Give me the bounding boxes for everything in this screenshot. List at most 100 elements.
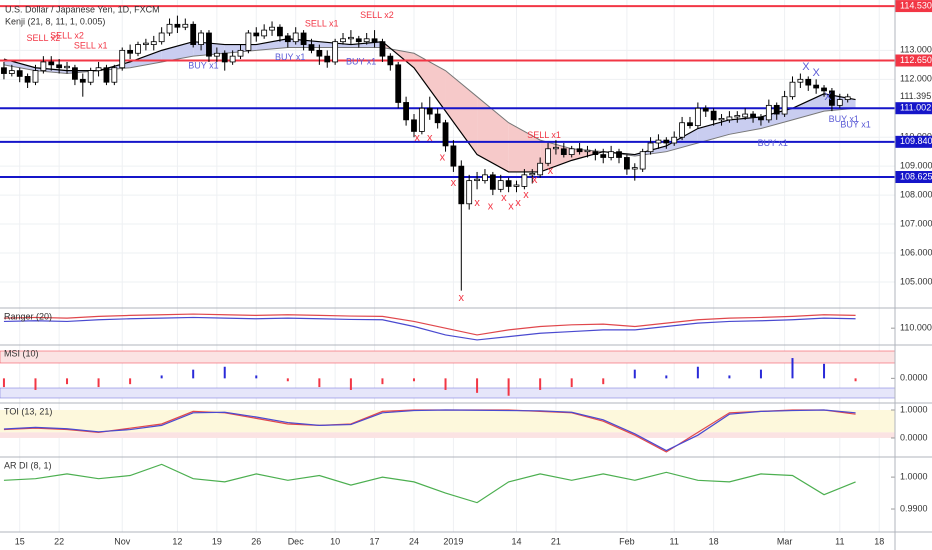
price-label-box (895, 171, 932, 184)
candle-body (261, 29, 268, 37)
msi-bar (349, 378, 352, 390)
msi-bar (192, 369, 195, 379)
signal-mark: x (459, 292, 465, 304)
candle-body (553, 146, 559, 150)
candle-body (765, 104, 772, 121)
toi-band (0, 432, 895, 438)
candle-body (403, 102, 410, 121)
x-tick-label: 22 (54, 536, 64, 546)
signal-mark: x (532, 174, 538, 186)
candle-body (616, 151, 622, 158)
candle-body (631, 167, 638, 170)
candle-body (458, 165, 465, 205)
msi-bar (381, 378, 384, 385)
candle-body (584, 149, 591, 153)
candle-body (537, 162, 544, 176)
price-label-box (895, 0, 932, 13)
msi-bar (223, 366, 226, 379)
x-tick-label: 11 (670, 536, 679, 546)
x-tick-label: 12 (172, 536, 182, 546)
msi-bar (602, 378, 605, 385)
candle-body (127, 49, 134, 54)
panel-title: AR DI (8, 1) (4, 460, 52, 470)
candle-body (277, 26, 283, 37)
msi-bar (444, 378, 447, 390)
band-fill (477, 96, 509, 172)
candle-body (206, 32, 212, 57)
x-tick-label: 11 (835, 536, 844, 546)
band-fill (792, 93, 825, 120)
candle-body (245, 32, 252, 51)
signal-label: BUY x1 (275, 52, 305, 62)
candle-body (821, 87, 827, 92)
candle-body (434, 113, 441, 124)
signal-mark: X (824, 91, 832, 103)
x-tick-label: Feb (619, 536, 635, 546)
x-tick-label: 21 (551, 536, 561, 546)
candle-body (844, 96, 851, 100)
candle-body (710, 110, 717, 121)
indicator-line (3, 316, 856, 341)
candle-body (135, 44, 141, 54)
msi-bar (633, 369, 636, 379)
msi-bar (728, 375, 731, 379)
signal-mark: x (508, 201, 514, 213)
signal-label: BUY x1 (758, 138, 788, 148)
candle-body (687, 122, 693, 127)
candle-body (742, 113, 749, 118)
y-tick-label: 1.0000 (900, 471, 928, 481)
candle-body (466, 180, 473, 205)
candle-body (576, 148, 583, 153)
msi-bar (318, 378, 321, 388)
msi-bar (823, 363, 826, 379)
candle-body (371, 38, 378, 43)
candle-body (489, 174, 496, 190)
indicator-line (3, 409, 856, 452)
y-tick-label: 113.000 (900, 45, 932, 55)
price-label: 108.625 (900, 171, 932, 181)
x-tick-label: 19 (212, 536, 222, 546)
msi-bar (696, 366, 699, 379)
candle-body (805, 78, 812, 86)
candle-body (726, 116, 733, 121)
y-tick-label: 105.000 (900, 276, 932, 286)
candle-body (789, 81, 796, 98)
candle-body (497, 180, 504, 190)
candle-body (639, 151, 646, 170)
candle-body (568, 148, 575, 155)
signal-mark: X (802, 61, 810, 73)
signal-mark: x (414, 132, 420, 144)
candle-body (482, 174, 488, 182)
signal-label: BUY x1 (840, 119, 870, 129)
candle-body (253, 32, 260, 37)
x-tick-label: 18 (874, 536, 884, 546)
price-label-box (895, 54, 932, 67)
candle-body (813, 84, 820, 89)
signal-label: BUY x1 (346, 56, 376, 66)
candle-body (111, 67, 118, 83)
candle-body (119, 49, 126, 69)
candle-body (513, 184, 520, 187)
x-tick-label: 26 (251, 536, 261, 546)
candle-body (237, 49, 244, 57)
candle-body (426, 107, 433, 115)
candle-body (395, 64, 402, 103)
candle-body (324, 55, 331, 63)
signal-label: SELL x2 (360, 10, 394, 20)
candle-body (379, 41, 386, 57)
price-label-box (895, 102, 932, 115)
candle-body (781, 96, 788, 115)
candle-body (797, 78, 804, 83)
candle-body (166, 23, 173, 34)
signal-mark: x (488, 201, 494, 213)
x-tick-label: 15 (15, 536, 25, 546)
msi-bar (129, 378, 132, 385)
band-fill (508, 122, 541, 172)
msi-bar (759, 369, 762, 379)
candle-body (663, 139, 670, 144)
candle-body (300, 32, 307, 45)
candle-body (198, 32, 204, 45)
candle-body (363, 38, 370, 43)
candle-body (16, 70, 23, 77)
